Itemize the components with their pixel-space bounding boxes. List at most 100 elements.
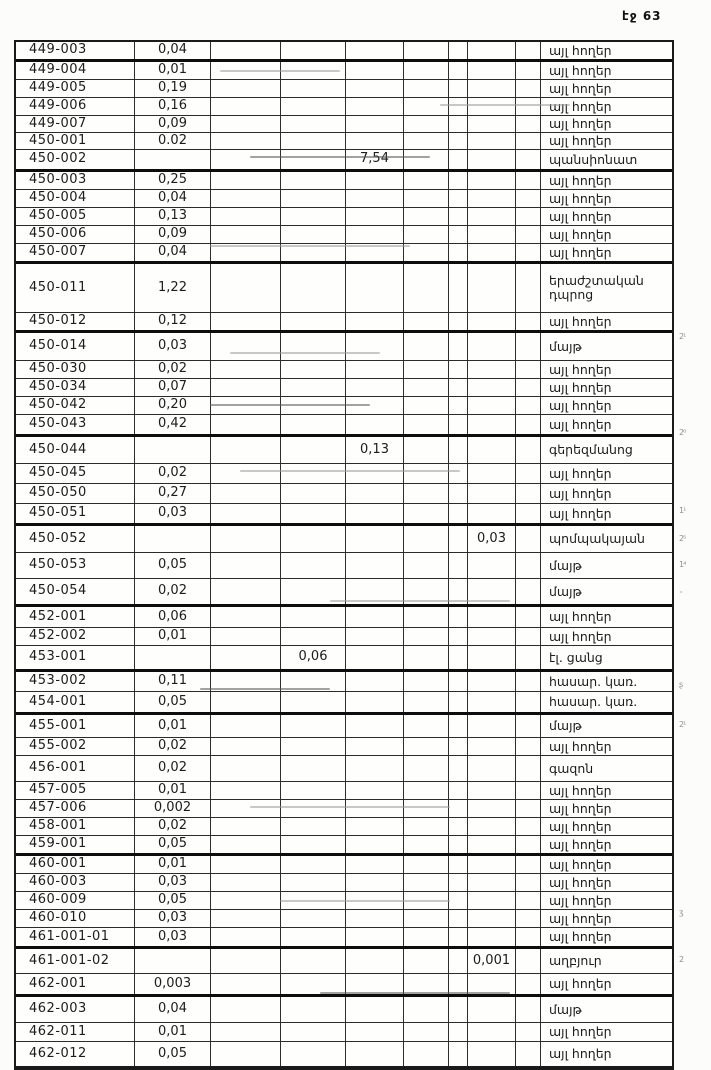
cell-area-value: 0,05 <box>135 692 211 712</box>
cell-land-type: մայթ <box>549 718 582 734</box>
cell-land-type: այլ հողեր <box>549 313 612 329</box>
cell-empty <box>449 928 468 946</box>
cell-empty <box>404 526 449 552</box>
table-row: 450-003 0,25 այլ հողեր <box>16 172 672 190</box>
table-row: 462-012 0,05 այլ հողեր <box>16 1042 672 1068</box>
land-parcel-table: 449-003 0,04 այլ հողեր 449-004 0,01 այլ հողեր… <box>14 40 674 1070</box>
table-row: 462-011 0,01 այլ հողեր <box>16 1023 672 1042</box>
cell-empty <box>449 437 468 463</box>
margin-note: ʒ <box>679 908 684 917</box>
cell-empty <box>404 504 449 523</box>
cell-land-type: պանսիոնատ <box>549 151 638 167</box>
cell-empty <box>516 756 541 781</box>
cell-area-value: 0,02 <box>135 579 211 604</box>
cell-empty <box>404 42 449 59</box>
cell-land-type: հասար. կառ. <box>549 694 638 710</box>
cell-value-col8 <box>468 738 516 755</box>
cell-empty <box>516 484 541 503</box>
cell-value-col4: 0,06 <box>281 646 346 669</box>
cell-value-col5 <box>346 397 404 414</box>
cell-code: 449-003 <box>16 42 135 59</box>
cell-empty <box>404 150 449 169</box>
cell-land-type: այլ հողեր <box>549 1046 612 1062</box>
table-row: 450-052 0,03 պոմպակայան <box>16 526 672 553</box>
cell-land-type: գազոն <box>549 760 594 776</box>
cell-empty <box>449 62 468 79</box>
cell-area-value: 0,06 <box>135 607 211 627</box>
cell-empty <box>404 579 449 604</box>
cell-empty <box>404 836 449 853</box>
table-row: 450-050 0,27 այլ հողեր <box>16 484 672 504</box>
cell-area-value: 0,13 <box>135 208 211 225</box>
table-row: 449-005 0,19 այլ հողեր <box>16 80 672 98</box>
cell-value-col8 <box>468 244 516 261</box>
cell-value-col4 <box>281 756 346 781</box>
cell-empty <box>516 928 541 946</box>
cell-empty <box>404 553 449 578</box>
cell-value-col8 <box>468 150 516 169</box>
cell-land-type: մայթ <box>549 557 582 573</box>
cell-code: 450-005 <box>16 208 135 225</box>
cell-empty <box>404 1023 449 1041</box>
cell-empty <box>211 892 281 909</box>
cell-value-col4 <box>281 504 346 523</box>
cell-value-col8 <box>468 856 516 873</box>
cell-empty <box>211 244 281 261</box>
cell-value-col5 <box>346 42 404 59</box>
cell-area-value: 0,04 <box>135 244 211 261</box>
cell-empty <box>516 836 541 853</box>
cell-value-col5 <box>346 504 404 523</box>
cell-value-col4 <box>281 949 346 973</box>
cell-value-col4 <box>281 607 346 627</box>
cell-empty <box>449 892 468 909</box>
cell-empty <box>449 1042 468 1066</box>
cell-value-col5 <box>346 672 404 691</box>
cell-empty <box>211 484 281 503</box>
cell-land-type: այլ հողեր <box>549 485 612 501</box>
table-row: 450-044 0,13 գերեզմանոց <box>16 437 672 464</box>
cell-empty <box>449 997 468 1022</box>
cell-land-type: այլ հողեր <box>549 1024 612 1040</box>
margin-note: ·· <box>679 588 683 597</box>
cell-area-value: 0,16 <box>135 98 211 115</box>
table-row: 450-012 0,12 այլ հողեր <box>16 313 672 333</box>
cell-empty <box>404 208 449 225</box>
table-row: 453-002 0,11 հասար. կառ. <box>16 672 672 692</box>
cell-land-type: այլ հողեր <box>549 910 612 926</box>
cell-value-col8 <box>468 415 516 434</box>
cell-empty <box>449 836 468 853</box>
margin-note: 1¹ <box>679 506 686 515</box>
cell-empty <box>211 526 281 552</box>
cell-empty <box>516 910 541 927</box>
cell-value-col4 <box>281 715 346 737</box>
cell-empty <box>211 715 281 737</box>
cell-code: 454-001 <box>16 692 135 712</box>
cell-empty <box>516 997 541 1022</box>
cell-area-value: 0,02 <box>135 756 211 781</box>
cell-value-col5 <box>346 928 404 946</box>
margin-note: 2⁵ <box>679 534 686 543</box>
cell-value-col4 <box>281 928 346 946</box>
cell-code: 450-044 <box>16 437 135 463</box>
cell-value-col8 <box>468 1023 516 1041</box>
cell-land-type: այլ հողեր <box>549 929 612 945</box>
margin-note: 2¹ <box>679 720 686 729</box>
cell-empty <box>404 607 449 627</box>
cell-value-col5 <box>346 856 404 873</box>
cell-value-col5 <box>346 910 404 927</box>
cell-empty <box>404 190 449 207</box>
cell-value-col4 <box>281 244 346 261</box>
cell-value-col4 <box>281 464 346 483</box>
cell-empty <box>449 415 468 434</box>
cell-empty <box>404 756 449 781</box>
cell-empty <box>211 910 281 927</box>
cell-value-col4 <box>281 208 346 225</box>
cell-empty <box>516 856 541 873</box>
cell-value-col8 <box>468 208 516 225</box>
cell-empty <box>516 361 541 378</box>
cell-code: 462-012 <box>16 1042 135 1066</box>
cell-code: 450-007 <box>16 244 135 261</box>
cell-area-value: 0,01 <box>135 62 211 79</box>
cell-value-col8 <box>468 692 516 712</box>
cell-code: 449-006 <box>16 98 135 115</box>
